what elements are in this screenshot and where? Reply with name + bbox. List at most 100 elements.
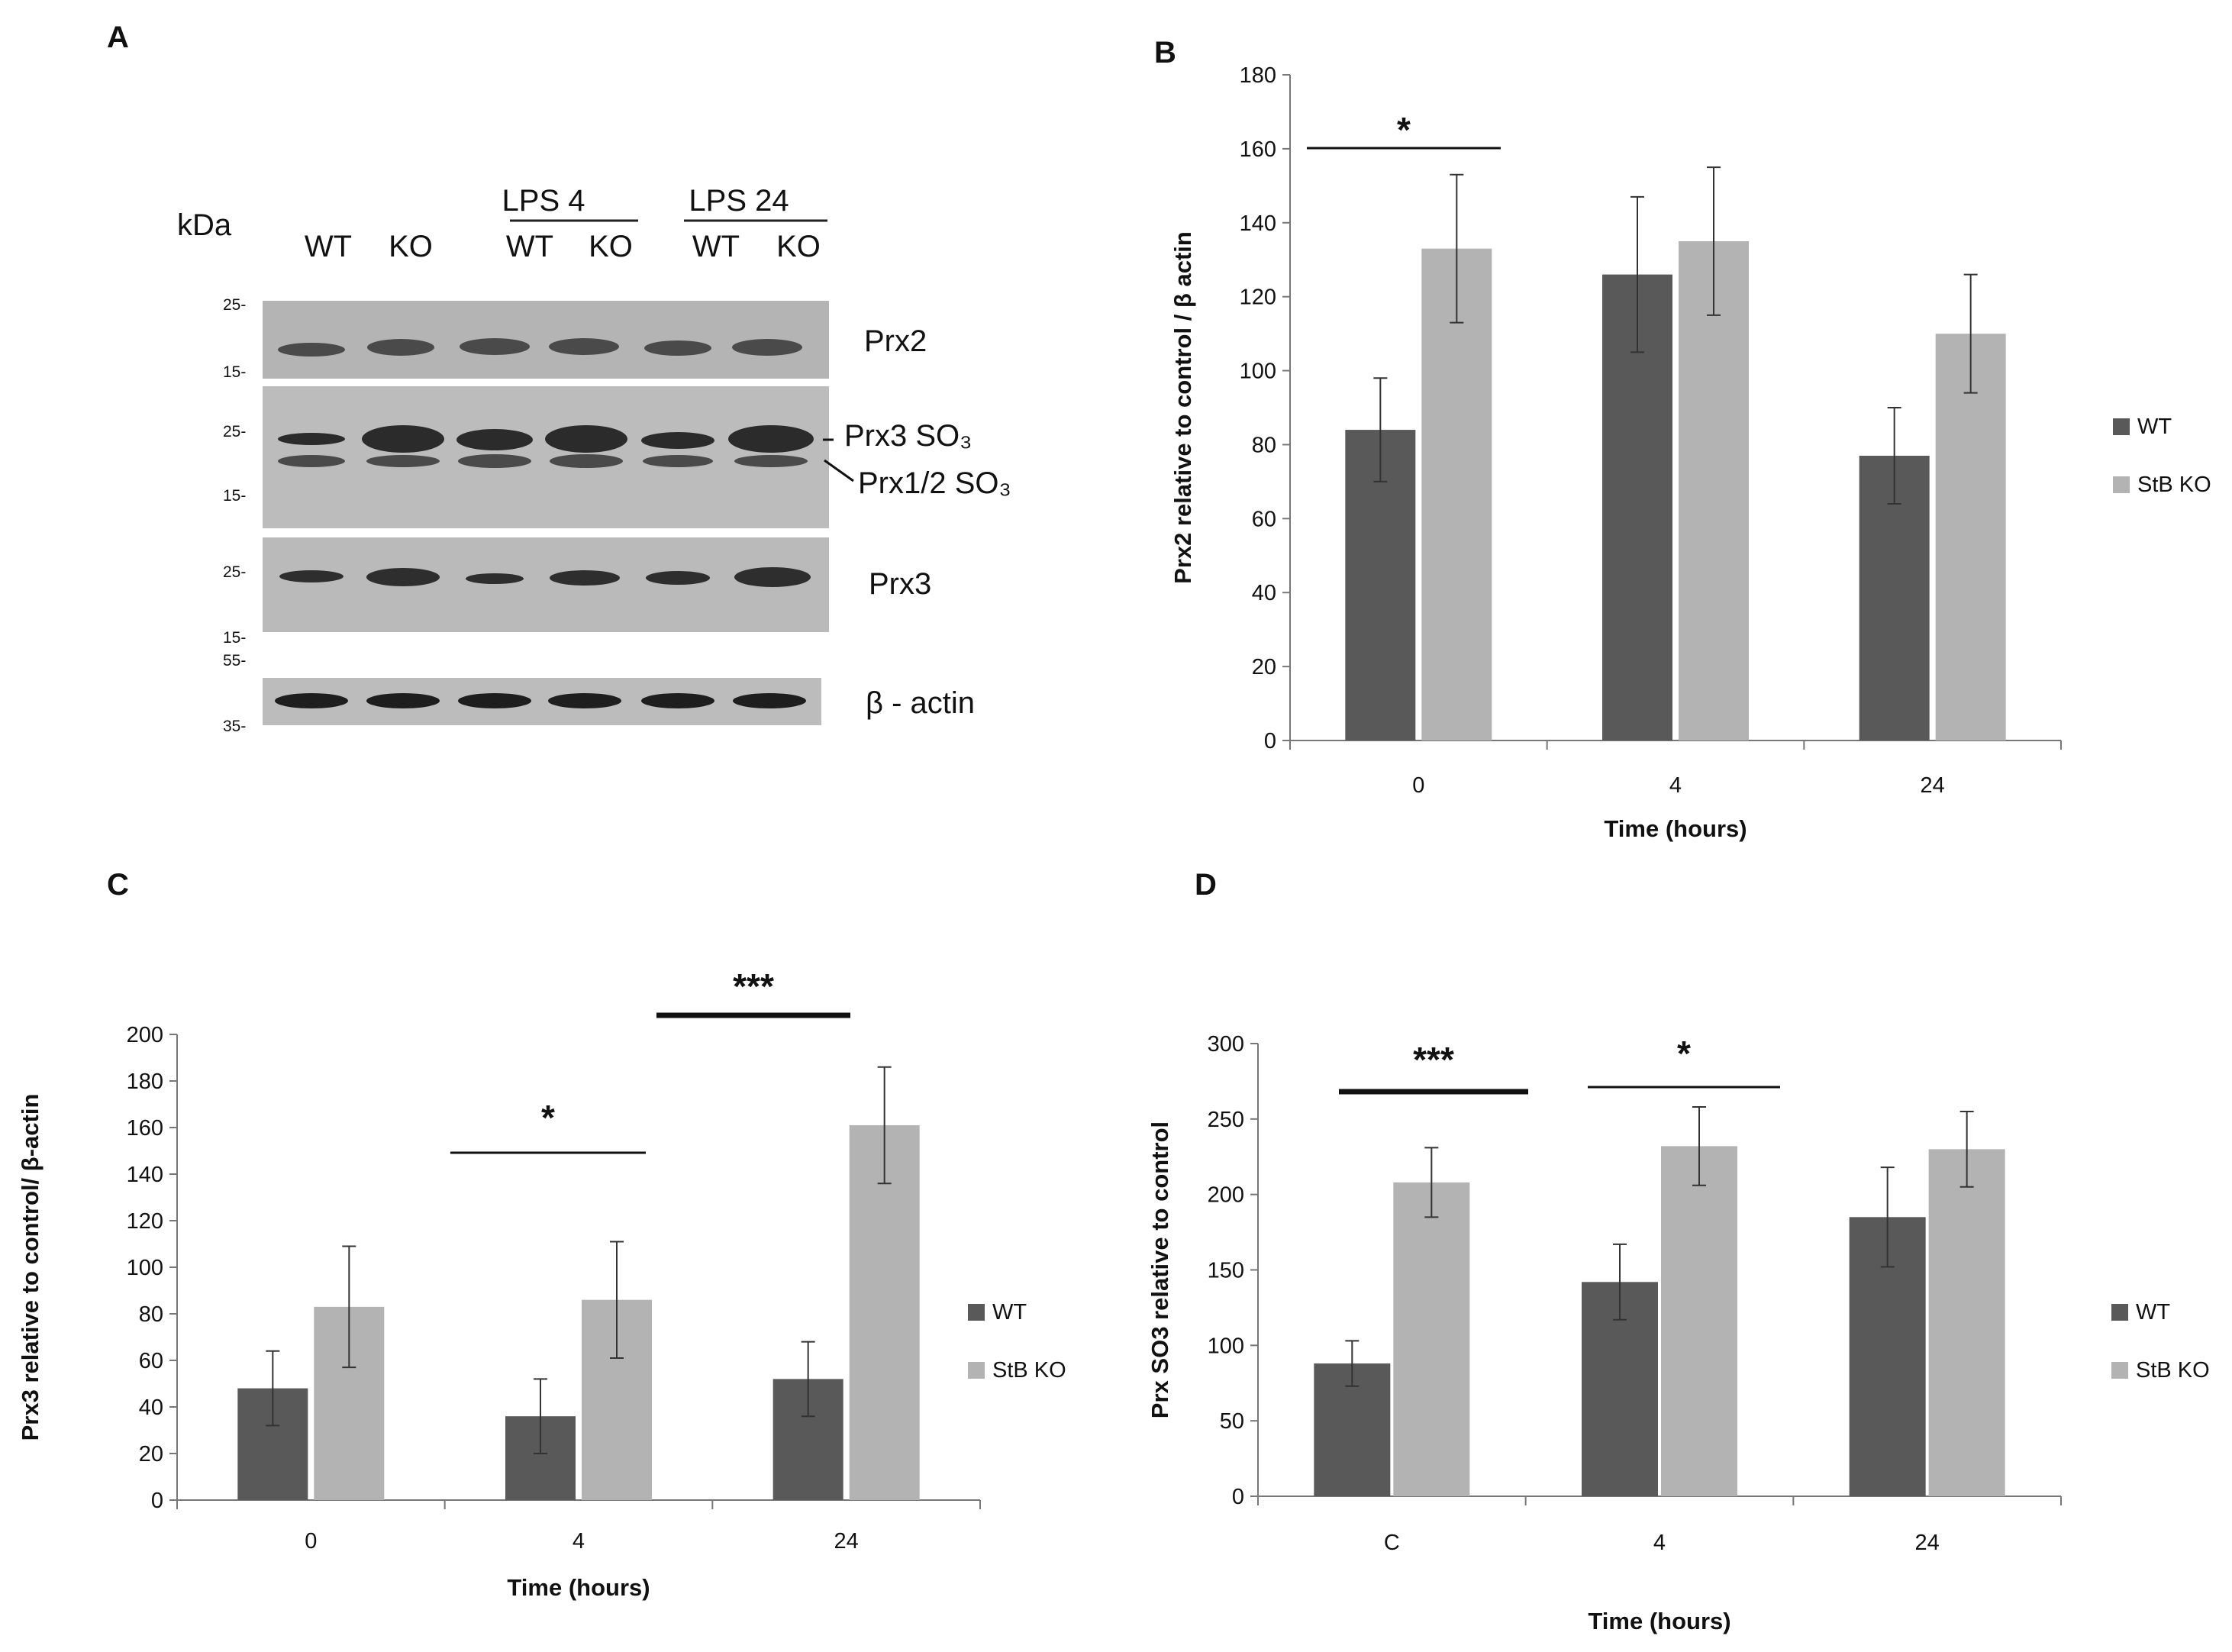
legend-label: StB KO [2136,1358,2210,1383]
legend-swatch-stb-ko [2111,1362,2128,1379]
band [279,570,344,582]
y-tick-label: 140 [127,1163,163,1187]
band [734,567,811,587]
y-tick-label: 120 [127,1209,163,1234]
marker-so3-25: 25- [223,423,246,440]
y-tick-label: 80 [1252,433,1276,457]
marker-prx3-25: 25- [223,563,246,581]
lane-label-4: KO [589,230,633,263]
band [550,570,620,586]
y-tick-label: 20 [1252,655,1276,679]
prx2-bands [278,338,802,357]
band-label-prx2: Prx2 [864,324,927,358]
band [728,425,814,453]
y-axis-title: Prx3 relative to control/ β-actin [17,1094,44,1441]
legend-swatch-stb-ko [2113,476,2130,493]
y-tick-label: 100 [1208,1334,1244,1358]
marker-actin-55: 55- [223,652,246,670]
y-tick-label: 180 [127,1070,163,1094]
y-tick-label: 0 [151,1489,163,1513]
band [466,573,524,584]
x-tick-label: 24 [1915,1531,1940,1555]
y-tick-label: 120 [1240,286,1276,310]
blot-strip-actin [263,678,821,725]
actin-bands [275,693,806,708]
band [366,568,440,586]
y-axis-title: Prx SO3 relative to control [1147,1121,1173,1418]
band [732,339,802,356]
bar-stb-ko [1661,1146,1737,1496]
lane-label-1: WT [305,230,352,263]
prx3-so3-bands [278,425,814,453]
legend-label: StB KO [2137,473,2211,497]
band [366,693,440,708]
panel-letter-d: D [1195,868,1217,902]
significance-label: * [541,1098,555,1137]
band [550,454,623,468]
y-tick-label: 0 [1232,1485,1244,1509]
x-axis-title: Time (hours) [1588,1608,1730,1634]
y-tick-label: 200 [127,1023,163,1047]
band [275,693,348,708]
lane-label-6: KO [776,230,821,263]
group-label-lps4: LPS 4 [502,184,585,218]
band [458,693,531,708]
x-tick-label: 0 [1412,773,1424,798]
y-tick-label: 150 [1208,1259,1244,1283]
legend-swatch-stb-ko [968,1362,985,1379]
legend-swatch-wt [2113,418,2130,435]
band [734,455,808,467]
lane-label-3: WT [506,230,553,263]
prx3-bands [279,567,811,587]
bar-stb-ko [1421,248,1492,740]
western-blot-panel: kDa LPS 4 LPS 24 WT KO WT KO WT KO 25- 1… [177,184,1011,735]
significance-label: * [1677,1034,1691,1073]
bar-stb-ko [849,1124,920,1500]
y-tick-label: 180 [1240,63,1276,88]
panel-letter-b: B [1154,36,1176,69]
band [362,425,444,453]
blot-strip-prx3 [263,537,829,632]
legend-swatch-wt [968,1304,985,1321]
pointer-prx12-so3 [824,459,854,482]
significance-label: *** [1413,1040,1454,1079]
band [644,340,711,356]
band [641,432,714,449]
marker-prx2-25: 25- [223,296,246,314]
y-tick-label: 80 [139,1302,163,1327]
band [641,693,714,708]
x-tick-label: 0 [305,1529,317,1554]
band [456,429,533,450]
band [366,455,440,467]
chart-c: 0 20 40 60 80 100 120 140 160 180 200 0 4 24 Time (hou… [17,966,1066,1601]
marker-so3-15: 15- [223,487,246,505]
x-tick-label: C [1384,1531,1400,1555]
y-tick-label: 250 [1208,1108,1244,1132]
legend-label: WT [2136,1300,2170,1325]
band [548,693,621,708]
x-tick-label: 4 [1653,1531,1666,1555]
bar-stb-ko [1935,334,2006,741]
band [460,338,530,355]
band-label-actin: β - actin [866,686,975,720]
y-tick-label: 100 [1240,360,1276,384]
band [545,425,627,453]
significance-label: * [1397,110,1411,150]
y-tick-label: 0 [1264,729,1276,753]
panel-letter-a: A [107,21,129,54]
x-tick-label: 4 [1669,773,1682,798]
chart-b: 0 20 40 60 80 100 120 140 160 180 0 4 24 Time (hours)… [1169,63,2211,842]
group-label-lps24: LPS 24 [689,184,789,218]
blot-strip-prx2 [263,301,829,379]
y-tick-label: 160 [127,1116,163,1141]
x-tick-label: 24 [1921,773,1945,798]
legend-label: StB KO [992,1358,1066,1383]
bar-stb-ko [1679,241,1749,740]
x-tick-label: 4 [573,1529,585,1554]
band [278,455,345,467]
band [646,571,710,585]
x-tick-label: 24 [834,1529,859,1554]
band-label-prx3: Prx3 [869,567,931,601]
marker-prx2-15: 15- [223,363,246,381]
